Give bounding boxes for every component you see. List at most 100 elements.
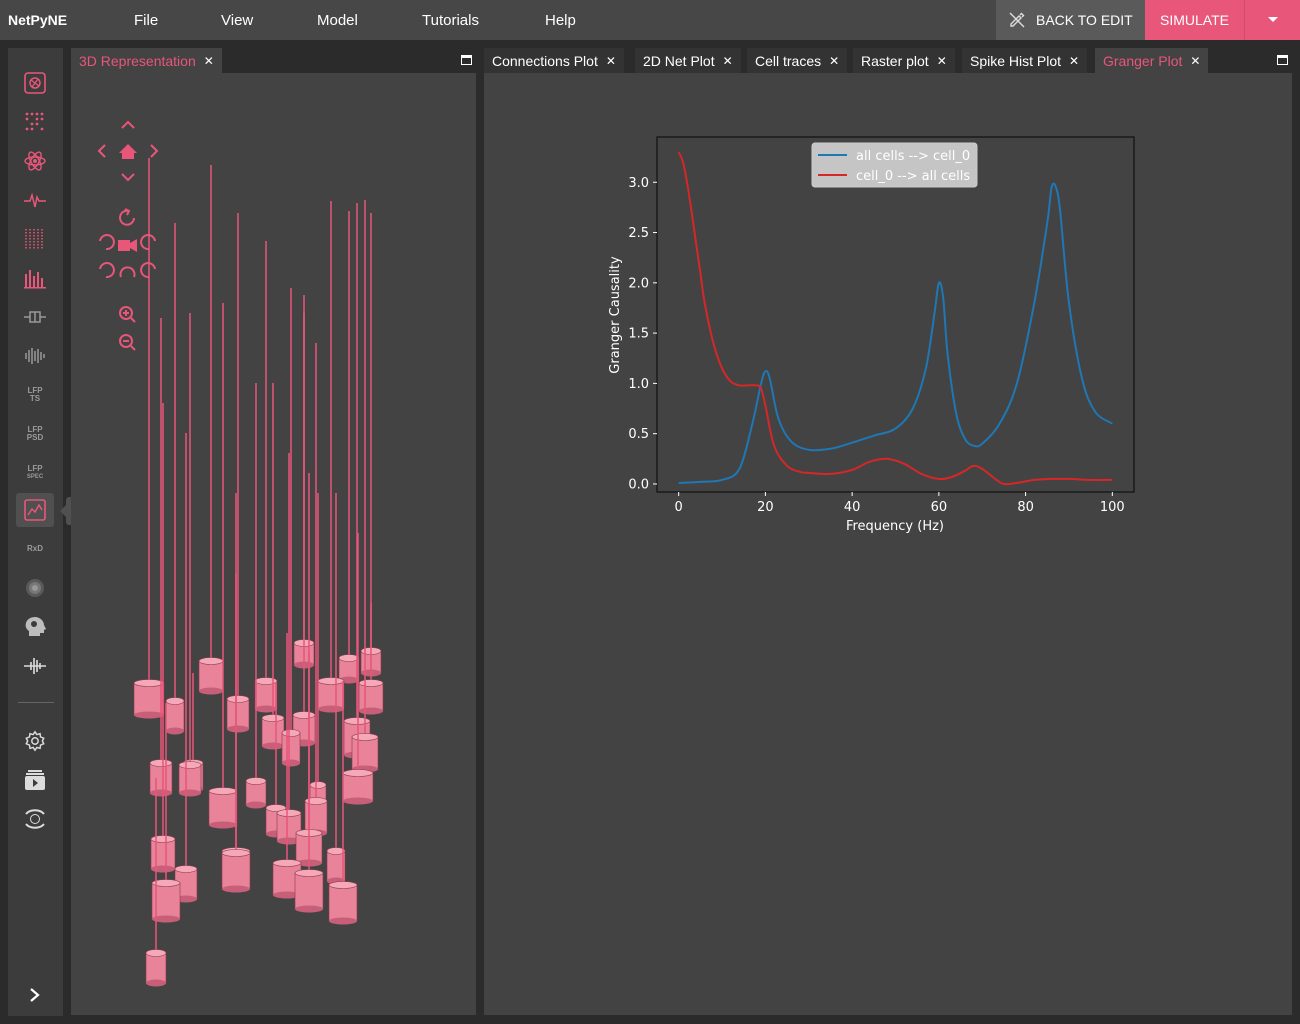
x-tick-label: 60 — [931, 500, 948, 515]
close-icon[interactable]: ✕ — [1190, 54, 1200, 68]
tab-3d-label: 3D Representation — [79, 53, 196, 69]
back-to-edit-button[interactable]: BACK TO EDIT — [996, 0, 1145, 40]
tab-label: Connections Plot — [492, 53, 598, 69]
jupyter-icon — [23, 807, 47, 831]
expand-sidebar-button[interactable] — [16, 978, 54, 1012]
network-tool[interactable] — [16, 66, 54, 100]
lfp-ts-label: LFP TS — [27, 387, 42, 403]
rotate-down-right-icon[interactable] — [141, 263, 155, 277]
menu-tutorials[interactable]: Tutorials — [422, 12, 479, 29]
tab-spike-hist-plot[interactable]: Spike Hist Plot ✕ — [962, 48, 1087, 73]
dipole-icon — [23, 576, 47, 600]
plot-toolbar: LFP TS LFP PSD LFP SPEC RxD — [8, 48, 63, 1016]
spike-stats-tool[interactable] — [16, 300, 54, 334]
gear-icon — [24, 730, 46, 752]
back-to-edit-label: BACK TO EDIT — [1036, 12, 1133, 28]
cell-shape-tool[interactable] — [16, 144, 54, 178]
zoom-out-icon[interactable] — [120, 335, 135, 350]
2d-net-tool[interactable] — [16, 105, 54, 139]
tab-label: Raster plot — [861, 53, 929, 69]
tab-label: 2D Net Plot — [643, 53, 715, 69]
maximize-left-panel-icon[interactable] — [461, 55, 472, 65]
tutorials-tool[interactable] — [16, 763, 54, 797]
lfp-ts-tool[interactable]: LFP TS — [16, 378, 54, 412]
lfp-psd-tool[interactable]: LFP PSD — [16, 417, 54, 451]
close-icon[interactable]: ✕ — [204, 54, 214, 68]
tab-2d-net-plot[interactable]: 2D Net Plot ✕ — [635, 48, 741, 73]
rotate-reset-icon[interactable] — [120, 209, 134, 225]
camera-icon[interactable] — [118, 239, 137, 252]
lfp-spec-label: LFP SPEC — [27, 465, 43, 481]
x-axis-label: Frequency (Hz) — [846, 519, 944, 534]
maximize-right-panel-icon[interactable] — [1277, 55, 1288, 65]
settings-tool[interactable] — [16, 724, 54, 758]
close-icon[interactable]: ✕ — [829, 54, 839, 68]
tab-cell-traces[interactable]: Cell traces ✕ — [747, 48, 847, 73]
y-tick-label: 3.0 — [628, 176, 649, 191]
dot-grid-icon — [23, 110, 47, 134]
zoom-in-icon[interactable] — [120, 307, 135, 322]
neuron-cell — [282, 288, 300, 767]
pan-left-icon[interactable] — [99, 145, 105, 157]
x-tick-label: 100 — [1100, 500, 1125, 515]
menu-help[interactable]: Help — [545, 12, 576, 29]
raster-tool[interactable] — [16, 222, 54, 256]
menu-file[interactable]: File — [134, 12, 158, 29]
3d-canvas[interactable] — [71, 73, 476, 1015]
simulate-dropdown[interactable] — [1244, 0, 1300, 40]
tab-label: Spike Hist Plot — [970, 53, 1061, 69]
spike-hist-tool[interactable] — [16, 261, 54, 295]
y-tick-label: 0.0 — [628, 477, 649, 492]
caret-down-icon — [1267, 16, 1279, 24]
pan-down-icon[interactable] — [122, 174, 134, 180]
x-tick-label: 0 — [675, 500, 683, 515]
menu-model[interactable]: Model — [317, 12, 358, 29]
close-icon[interactable]: ✕ — [937, 54, 947, 68]
traces-tool[interactable] — [16, 183, 54, 217]
pan-right-icon[interactable] — [151, 145, 157, 157]
y-tick-label: 1.0 — [628, 377, 649, 392]
y-tick-label: 2.0 — [628, 276, 649, 291]
rxd-tool[interactable]: RxD — [16, 532, 54, 566]
eeg-tool[interactable] — [16, 610, 54, 644]
rotate-left-icon[interactable] — [100, 235, 114, 249]
close-icon[interactable]: ✕ — [1069, 54, 1079, 68]
tab-raster-plot[interactable]: Raster plot ✕ — [853, 48, 955, 73]
neuron-cell — [227, 213, 249, 733]
simulate-button[interactable]: SIMULATE — [1145, 0, 1244, 40]
trace-icon — [23, 188, 47, 212]
boxplot-icon — [23, 305, 47, 329]
chart-legend: all cells --> cell_0 cell_0 --> all cell… — [812, 143, 977, 187]
neuron-cell — [293, 313, 315, 747]
pan-up-icon[interactable] — [122, 122, 134, 128]
series-line-cell0-to-all — [679, 152, 1113, 484]
rxd-label: RxD — [27, 545, 43, 553]
tab-label: Granger Plot — [1103, 53, 1182, 69]
rotate-down-left-icon[interactable] — [100, 263, 114, 277]
rotate-center-icon[interactable] — [121, 267, 135, 277]
tab-granger-plot[interactable]: Granger Plot ✕ — [1095, 48, 1208, 73]
rate-spectrogram-tool[interactable] — [16, 339, 54, 373]
tab-3d-representation[interactable]: 3D Representation ✕ — [71, 48, 222, 73]
right-tabbar: Connections Plot ✕ 2D Net Plot ✕ Cell trac… — [484, 48, 1292, 73]
dipole-tool[interactable] — [16, 571, 54, 605]
granger-chart-icon — [23, 498, 47, 522]
jupyter-tool[interactable] — [16, 802, 54, 836]
granger-tool[interactable] — [16, 493, 54, 527]
tab-connections-plot[interactable]: Connections Plot ✕ — [484, 48, 624, 73]
menu-view[interactable]: View — [221, 12, 253, 29]
lfp-spec-tool[interactable]: LFP SPEC — [16, 456, 54, 490]
raster-icon — [23, 227, 47, 251]
neuron-cell — [339, 211, 359, 684]
y-tick-label: 2.5 — [628, 226, 649, 241]
pulse-icon — [23, 654, 47, 678]
toolbar-divider — [18, 702, 54, 703]
x-tick-label: 80 — [1017, 500, 1034, 515]
close-icon[interactable]: ✕ — [606, 54, 616, 68]
lfp-wave-tool[interactable] — [16, 649, 54, 683]
home-icon[interactable] — [119, 144, 137, 159]
rotate-right-icon[interactable] — [141, 235, 155, 249]
top-menu-bar: NetPyNE File View Model Tutorials Help B… — [0, 0, 1300, 40]
x-tick-label: 20 — [757, 500, 774, 515]
close-icon[interactable]: ✕ — [723, 54, 733, 68]
